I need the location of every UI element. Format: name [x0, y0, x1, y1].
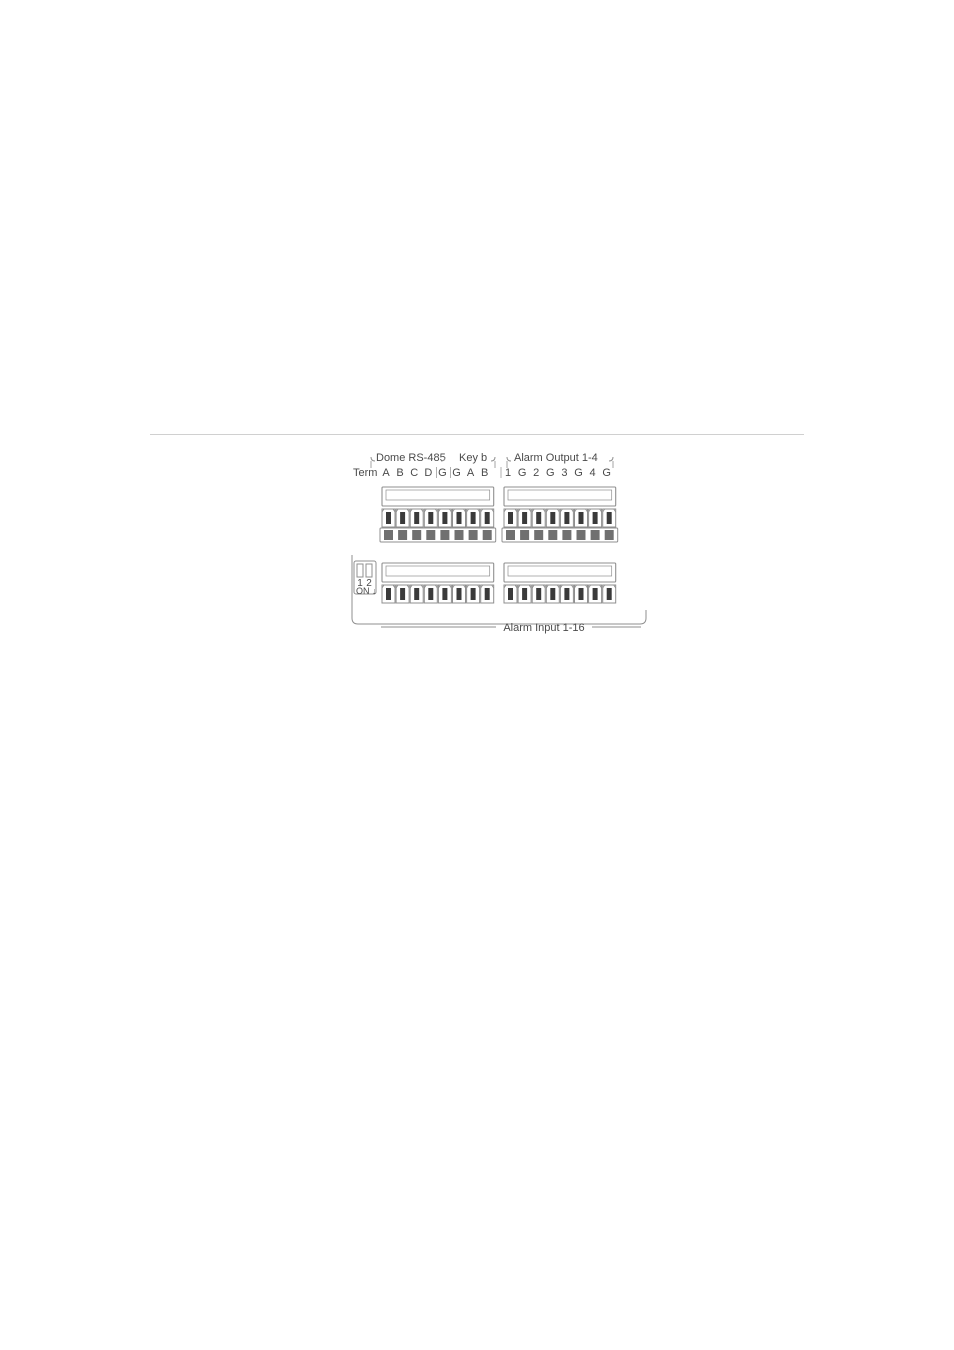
pin-label-left-5: G — [438, 467, 447, 479]
pin-label-left-2: B — [396, 467, 403, 479]
block-top-left — [380, 487, 496, 542]
block-top-right-screw-2 — [534, 530, 543, 540]
block-top-left-pin-5 — [457, 512, 462, 524]
block-top-right-pin-2 — [536, 512, 541, 524]
block-top-right-screw-7 — [605, 530, 614, 540]
block-top-left-screwband — [380, 528, 496, 542]
block-top-right-screw-5 — [577, 530, 586, 540]
block-bot-left — [382, 563, 494, 603]
block-top-right-screw-1 — [520, 530, 529, 540]
block-top-right-screw-0 — [506, 530, 515, 540]
block-bot-left-slot — [386, 566, 490, 576]
block-top-left-pin-1 — [400, 512, 405, 524]
block-top-right-pin-5 — [579, 512, 584, 524]
dip-slot-1 — [357, 564, 363, 577]
group1-label: Dome RS-485 — [376, 452, 446, 464]
block-top-left-pin-2 — [414, 512, 419, 524]
block-bot-right-pin-5 — [579, 588, 584, 600]
pin-label-term: Term — [353, 467, 377, 479]
block-top-left-pin-3 — [428, 512, 433, 524]
block-top-right-pin-6 — [593, 512, 598, 524]
dip-slot-2 — [366, 564, 372, 577]
block-top-left-screw-6 — [469, 530, 478, 540]
pin-label-right-1: G — [518, 467, 527, 479]
pin-label-left-7: A — [467, 467, 475, 479]
pin-label-right-4: 3 — [561, 467, 567, 479]
block-bot-right-pin-1 — [522, 588, 527, 600]
block-top-right-pin-4 — [564, 512, 569, 524]
block-bot-left-pin-6 — [471, 588, 476, 600]
pin-label-right-2: 2 — [533, 467, 539, 479]
pin-label-left-1: A — [382, 467, 390, 479]
pin-label-right-5: G — [574, 467, 583, 479]
block-bot-left-pin-5 — [457, 588, 462, 600]
block-top-left-pin-6 — [471, 512, 476, 524]
block-top-left-pin-4 — [442, 512, 447, 524]
bracket-right-open — [507, 457, 511, 461]
dip-switch: 12ON↓ — [354, 561, 377, 596]
block-top-right-pin-1 — [522, 512, 527, 524]
block-bot-right-pin-0 — [508, 588, 513, 600]
block-bot-left-pin-3 — [428, 588, 433, 600]
block-top-right-pin-3 — [550, 512, 555, 524]
block-top-right-screw-4 — [562, 530, 571, 540]
pin-label-right-6: 4 — [590, 467, 596, 479]
block-bot-right-pin-7 — [607, 588, 612, 600]
block-top-left-screw-2 — [412, 530, 421, 540]
block-top-left-screw-4 — [440, 530, 449, 540]
block-top-right-pin-7 — [607, 512, 612, 524]
block-top-left-screw-7 — [483, 530, 492, 540]
block-top-right-pin-0 — [508, 512, 513, 524]
block-top-left-pin-7 — [485, 512, 490, 524]
diagram-svg: Dome RS-485Key bAlarm Output 1-4TermABCD… — [349, 448, 654, 643]
group3-label: Alarm Output 1-4 — [514, 452, 598, 464]
pin-label-right-7: G — [602, 467, 611, 479]
pin-label-left-8: B — [481, 467, 488, 479]
block-bot-right — [504, 563, 616, 603]
block-top-left-screw-5 — [455, 530, 464, 540]
block-bot-right-pin-3 — [550, 588, 555, 600]
block-top-right-screw-3 — [548, 530, 557, 540]
block-bot-right-slot — [508, 566, 612, 576]
block-top-right-screwband — [502, 528, 618, 542]
bracket-left-open — [371, 457, 375, 461]
block-top-left-screw-1 — [398, 530, 407, 540]
pin-label-right-0: 1 — [505, 467, 511, 479]
dip-arrow: ↓ — [372, 586, 377, 596]
terminal-diagram: Dome RS-485Key bAlarm Output 1-4TermABCD… — [349, 448, 654, 643]
pin-label-right-3: G — [546, 467, 555, 479]
block-bot-right-pin-2 — [536, 588, 541, 600]
block-bot-left-pin-7 — [485, 588, 490, 600]
block-top-left-slot — [386, 490, 490, 500]
block-bot-right-pin-6 — [593, 588, 598, 600]
bracket-mid-close — [491, 457, 495, 461]
block-bot-left-pin-1 — [400, 588, 405, 600]
block-bot-right-pin-4 — [564, 588, 569, 600]
block-top-left-pin-0 — [386, 512, 391, 524]
block-bot-left-pin-2 — [414, 588, 419, 600]
block-top-left-screw-0 — [384, 530, 393, 540]
bracket-right-close — [609, 457, 613, 461]
pin-label-left-4: D — [424, 467, 432, 479]
bottom-label: Alarm Input 1-16 — [503, 622, 584, 634]
pin-label-left-6: G — [452, 467, 461, 479]
dip-on: ON — [356, 586, 370, 596]
horizontal-rule — [150, 434, 804, 435]
block-bot-left-pin-0 — [386, 588, 391, 600]
pin-label-left-3: C — [410, 467, 418, 479]
block-top-right — [502, 487, 618, 542]
block-bot-left-pin-4 — [442, 588, 447, 600]
group2-label: Key b — [459, 452, 487, 464]
block-top-right-slot — [508, 490, 612, 500]
block-top-right-screw-6 — [591, 530, 600, 540]
page: Dome RS-485Key bAlarm Output 1-4TermABCD… — [0, 0, 954, 1350]
block-top-left-screw-3 — [426, 530, 435, 540]
